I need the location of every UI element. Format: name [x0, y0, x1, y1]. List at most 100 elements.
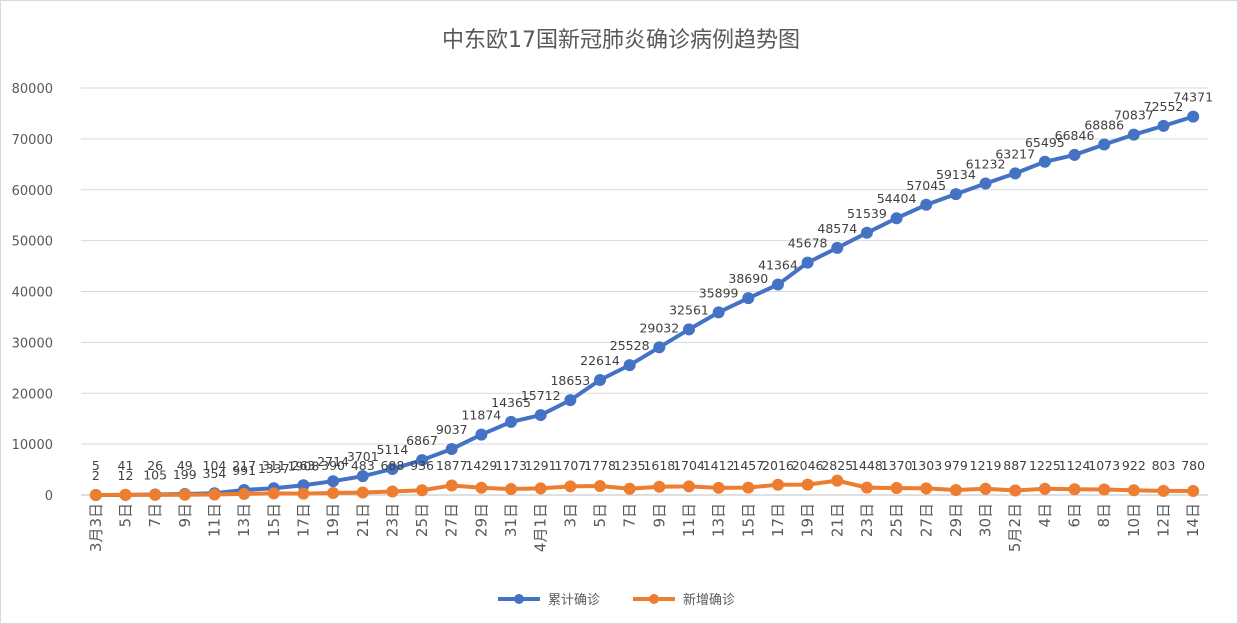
x-tick-label: 29日 — [472, 503, 490, 537]
x-tick-label: 29日 — [947, 503, 965, 537]
y-tick-label: 60000 — [12, 184, 53, 199]
data-point — [594, 373, 607, 386]
x-tick-label: 23日 — [383, 503, 401, 537]
data-label: 2016 — [762, 458, 794, 473]
data-point — [1157, 119, 1170, 132]
data-point — [890, 482, 903, 495]
y-tick-label: 10000 — [12, 438, 53, 453]
data-label: 65495 — [1025, 135, 1065, 150]
x-tick-label: 25日 — [888, 503, 906, 537]
data-point — [297, 487, 310, 500]
data-label: 2 — [92, 468, 100, 483]
data-point — [564, 480, 577, 493]
data-point — [1098, 138, 1111, 151]
x-tick-label: 8日 — [1095, 503, 1113, 528]
data-label: 25528 — [610, 338, 650, 353]
x-tick-label: 19日 — [324, 503, 342, 537]
series-layer — [89, 110, 1200, 501]
x-tick-label: 3月3日 — [87, 503, 105, 552]
x-tick-label: 30日 — [977, 503, 995, 537]
x-tick-label: 6日 — [1066, 503, 1084, 528]
data-label: 41 — [118, 458, 134, 473]
data-label: 9037 — [436, 422, 468, 437]
data-label: 48574 — [817, 221, 857, 236]
data-point — [979, 482, 992, 495]
data-point — [1068, 148, 1081, 161]
data-label: 217 — [232, 458, 256, 473]
data-label: 1370 — [881, 458, 913, 473]
data-point — [238, 487, 251, 500]
x-tick-label: 19日 — [799, 503, 817, 537]
data-label: 780 — [1181, 458, 1205, 473]
data-label: 1429 — [465, 458, 497, 473]
data-label: 18653 — [550, 373, 590, 388]
data-point — [416, 484, 429, 497]
data-point — [1009, 167, 1022, 180]
y-tick-label: 0 — [45, 489, 53, 504]
data-point — [831, 474, 844, 487]
data-point — [178, 488, 191, 501]
data-label: 26 — [147, 458, 163, 473]
x-tick-label: 11日 — [205, 503, 223, 537]
data-label: 5114 — [377, 442, 409, 457]
data-label: 72552 — [1144, 99, 1184, 114]
data-label: 15712 — [521, 388, 561, 403]
data-point — [386, 485, 399, 498]
x-tick-label: 21日 — [828, 503, 846, 537]
data-label: 41364 — [758, 258, 798, 273]
data-label: 105 — [143, 467, 167, 482]
data-point — [623, 482, 636, 495]
data-point — [831, 241, 844, 254]
data-label: 3701 — [347, 449, 379, 464]
x-tick-label: 3日 — [561, 503, 579, 528]
data-label: 1908 — [288, 458, 320, 473]
legend-label: 累计确诊 — [548, 593, 600, 608]
x-tick-label: 4月1日 — [532, 503, 550, 552]
data-point — [534, 482, 547, 495]
legend-label: 新增确诊 — [683, 592, 735, 608]
data-label: 35899 — [699, 285, 739, 300]
data-point — [475, 481, 488, 494]
data-point — [1068, 483, 1081, 496]
data-point — [801, 256, 814, 269]
data-label: 922 — [1122, 458, 1146, 473]
data-label: 66846 — [1055, 128, 1095, 143]
x-tick-label: 4日 — [1036, 503, 1054, 528]
legend-marker — [514, 594, 524, 604]
data-labels: 2 12 105 199 354 991 1337190827143701511468679… — [92, 90, 1213, 483]
data-point — [653, 480, 666, 493]
data-point — [742, 481, 755, 494]
y-tick-label: 50000 — [12, 235, 53, 250]
data-point — [1187, 110, 1200, 123]
data-point — [386, 462, 399, 475]
data-point — [742, 292, 755, 305]
data-label: 688 — [380, 458, 404, 473]
x-tick-label: 5日 — [116, 503, 134, 528]
data-point — [356, 470, 369, 483]
data-point — [653, 341, 666, 354]
data-label: 1225 — [1029, 458, 1061, 473]
y-tick-label: 80000 — [12, 82, 53, 97]
data-point — [682, 480, 695, 493]
data-point — [505, 415, 518, 428]
x-tick-label: 11日 — [680, 503, 698, 537]
y-tick-label: 30000 — [12, 336, 53, 351]
data-point — [208, 488, 221, 501]
y-tick-label: 70000 — [12, 133, 53, 148]
data-label: 49 — [177, 458, 193, 473]
data-label: 936 — [410, 458, 434, 473]
data-point — [1187, 485, 1200, 498]
data-label: 32561 — [669, 302, 709, 317]
data-label: 1457 — [732, 458, 764, 473]
data-label: 22614 — [580, 353, 620, 368]
x-tick-label: 10日 — [1125, 503, 1143, 537]
data-label: 1337 — [258, 461, 290, 476]
data-point — [920, 198, 933, 211]
data-label: 45678 — [788, 236, 828, 251]
data-label: 1448 — [851, 458, 883, 473]
data-point — [416, 454, 429, 467]
data-label: 61232 — [966, 156, 1006, 171]
x-tick-label: 5月2日 — [1006, 503, 1024, 552]
x-tick-label: 15日 — [739, 503, 757, 537]
